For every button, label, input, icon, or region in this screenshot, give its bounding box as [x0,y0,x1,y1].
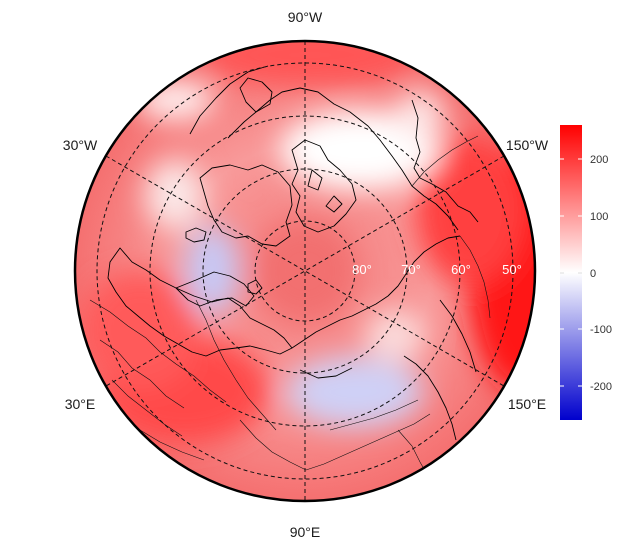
colorbar: 200 100 0 -100 -200 [560,125,612,420]
country-borders [89,135,491,477]
latitude-60-circle [149,115,461,427]
colorbar-gradient [560,125,582,420]
alaska-neutral [395,90,445,140]
hudson-bay-coast [239,77,273,113]
canadian-archipelago-coast [291,139,357,233]
colorbar-label-0: 0 [590,268,596,280]
colorbar-label-100: 100 [590,211,608,223]
central-arctic-positive [255,221,355,321]
latitude-50-circle [96,62,514,480]
colorbar-ticks [560,158,582,387]
east-siberia-neutral [365,310,425,360]
siberia-negative [287,357,423,427]
europe-coast [107,247,293,357]
latitude-label-60: 60° [451,262,471,277]
pacific-positive-halo [415,135,525,285]
siberia-coast [291,235,461,379]
colorbar-label-m200: -200 [590,381,612,393]
asia-coast [403,299,477,441]
europe-borders [89,299,307,471]
longitude-label-90e: 90°E [290,524,321,540]
longitude-label-90w: 90°W [288,9,323,25]
alaska-coast [411,99,479,223]
scandinavia-coast [175,271,255,307]
map-outline [73,39,537,503]
longitude-label-30e: 30°E [65,396,96,412]
longitude-label-150w: 150°W [506,137,549,153]
latitude-label-50: 50° [502,262,522,277]
iceland-coast [185,227,207,243]
graticule [73,39,537,503]
colorbar-label-m100: -100 [590,324,612,336]
longitude-label-150e: 150°E [508,396,546,412]
anomaly-field [75,41,535,501]
north-america-borders [411,135,491,319]
coastlines [107,65,479,441]
north-america-coast [189,65,459,231]
longitude-label-30w: 30°W [63,137,98,153]
europe-positive [80,270,200,390]
latitude-label-80: 80° [352,262,372,277]
atlantic-neutral [145,160,205,230]
greenland-coast [199,164,293,247]
latitude-label-70: 70° [401,262,421,277]
longitude-labels: 90°W 30°W 150°W 30°E 150°E 90°E [63,9,549,540]
colorbar-label-200: 200 [590,154,608,166]
north-atlantic-neutral [135,80,215,120]
latitude-labels: 80° 70° 60° 50° [352,262,522,277]
greenland-sea-negative [184,225,240,315]
